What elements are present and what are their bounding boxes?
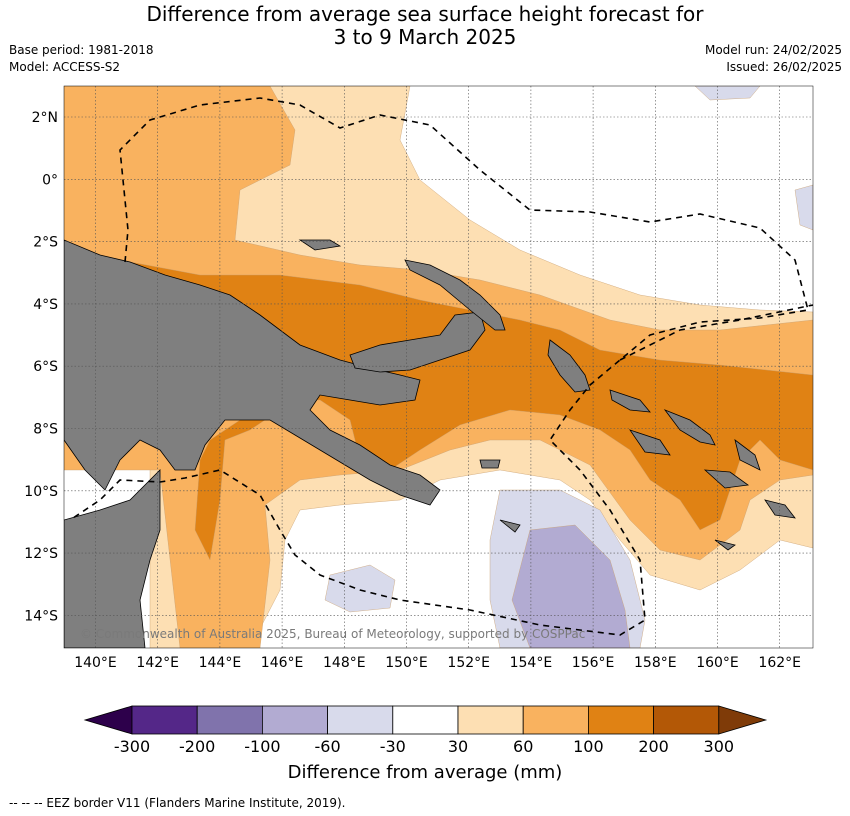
colorbar-segment xyxy=(457,705,524,735)
anomaly-100-200-band xyxy=(119,259,813,561)
lon-label: 146°E xyxy=(261,655,304,671)
colorbar-tick-label: 30 xyxy=(448,737,468,756)
colorbar-segment xyxy=(522,705,589,735)
land-new-guinea xyxy=(64,239,441,506)
lat-label: 12°S xyxy=(24,546,58,562)
title-line-2: 3 to 9 March 2025 xyxy=(333,25,517,49)
land-manus xyxy=(298,239,342,251)
eez-border-south-east xyxy=(619,304,813,361)
model-run: Model run: 24/02/2025 xyxy=(704,43,842,57)
map-frame xyxy=(63,85,814,649)
colorbar-segment xyxy=(131,705,198,735)
lon-label: 148°E xyxy=(323,655,366,671)
land-solomons-1 xyxy=(609,389,651,413)
colorbar-segment xyxy=(327,705,394,735)
colorbar-tick-label: 60 xyxy=(513,737,533,756)
lon-label: 162°E xyxy=(758,655,801,671)
lon-label: 142°E xyxy=(136,655,179,671)
lat-label: 14°S xyxy=(24,608,58,624)
lon-label: 144°E xyxy=(199,655,242,671)
colorbar-title: Difference from average (mm) xyxy=(288,762,563,783)
colorbar-tick-label: -200 xyxy=(179,737,215,756)
base-period: Base period: 1981-2018 xyxy=(9,43,154,57)
lat-label: 4°S xyxy=(33,297,58,313)
land-solomons-4 xyxy=(703,469,750,489)
land-d-entrecasteaux xyxy=(479,459,501,469)
land-solomons-3 xyxy=(629,429,671,456)
lat-label: 6°S xyxy=(33,359,58,375)
model-name: Model: ACCESS-S2 xyxy=(9,60,121,74)
lon-label: 158°E xyxy=(634,655,677,671)
colorbar-tick-label: -300 xyxy=(114,737,150,756)
colorbar-tick-label: -30 xyxy=(380,737,406,756)
land-new-britain xyxy=(349,311,486,373)
lat-label: 0° xyxy=(42,172,58,188)
colorbar-segment xyxy=(196,705,263,735)
lon-label: 154°E xyxy=(510,655,553,671)
lon-label: 150°E xyxy=(385,655,428,671)
land-louisiades xyxy=(499,519,521,533)
colorbar-tick-label: -100 xyxy=(244,737,280,756)
anomaly-neg-30-60-patch-north xyxy=(694,86,761,101)
land-rennell xyxy=(714,539,736,551)
lat-label: 2°N xyxy=(32,110,58,126)
title-line-1: Difference from average sea surface heig… xyxy=(146,2,704,26)
colorbar-segment xyxy=(588,705,655,735)
meta-right: Model run: 24/02/2025 Issued: 26/02/2025 xyxy=(705,42,842,76)
colorbar-tick-label: 100 xyxy=(573,737,604,756)
land-new-ireland xyxy=(404,259,506,331)
land-solomons-5 xyxy=(734,439,761,471)
gridlines xyxy=(64,86,813,648)
colorbar-segment xyxy=(653,705,720,735)
colorbar-over-arrow xyxy=(718,705,768,735)
colorbar-segment xyxy=(261,705,328,735)
lat-label: 2°S xyxy=(33,235,58,251)
eez-borders xyxy=(69,97,813,636)
eez-border-png-north xyxy=(69,97,809,636)
lon-label: 160°E xyxy=(696,655,739,671)
copyright-notice: © Commonwealth of Australia 2025, Bureau… xyxy=(80,627,585,641)
anomaly-neg-30-60-patch-east xyxy=(794,184,813,231)
chart-title: Difference from average sea surface heig… xyxy=(0,3,850,49)
map-area xyxy=(64,86,813,648)
colorbar-tick-label: 200 xyxy=(638,737,669,756)
land-cape-york xyxy=(64,469,161,648)
land-solomons-2 xyxy=(663,409,716,446)
lat-label: 8°S xyxy=(33,422,58,438)
meta-left: Base period: 1981-2018 Model: ACCESS-S2 xyxy=(9,42,154,76)
anomaly-neg-30-60-patch-coral xyxy=(324,564,396,613)
lat-label: 10°S xyxy=(24,484,58,500)
colorbar-tick-label: -60 xyxy=(315,737,341,756)
land-solomons-6 xyxy=(764,499,796,519)
colorbar: -300 -200 -100 -60 -30 30 60 100 200 300 xyxy=(83,705,768,756)
colorbar-under-arrow xyxy=(83,705,133,735)
lon-label: 140°E xyxy=(74,655,117,671)
colorbar-segment xyxy=(392,705,459,735)
anomaly-neg-60-100-patch xyxy=(511,524,631,648)
lon-label: 152°E xyxy=(447,655,490,671)
eez-footnote: -- -- -- EEZ border V11 (Flanders Marine… xyxy=(9,796,346,810)
lon-label: 156°E xyxy=(572,655,615,671)
latitude-axis: 2°N 0° 2°S 4°S 6°S 8°S 10°S 12°S 14°S xyxy=(24,110,58,624)
longitude-axis: 140°E 142°E 144°E 146°E 148°E 150°E 152°E 154°E… xyxy=(74,655,801,671)
colorbar-tick-label: 300 xyxy=(704,737,735,756)
issued-date: Issued: 26/02/2025 xyxy=(726,60,842,74)
